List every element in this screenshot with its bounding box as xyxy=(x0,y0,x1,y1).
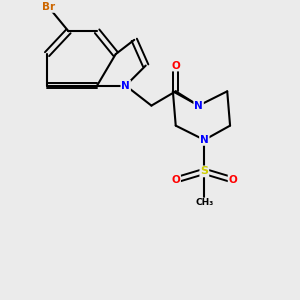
Text: CH₃: CH₃ xyxy=(195,198,214,207)
Text: Br: Br xyxy=(42,2,55,12)
Text: O: O xyxy=(171,175,180,185)
Text: N: N xyxy=(200,135,209,145)
Text: N: N xyxy=(121,81,130,91)
Text: S: S xyxy=(200,167,208,176)
Text: O: O xyxy=(171,61,180,70)
Text: N: N xyxy=(194,100,203,111)
Text: O: O xyxy=(229,175,237,185)
